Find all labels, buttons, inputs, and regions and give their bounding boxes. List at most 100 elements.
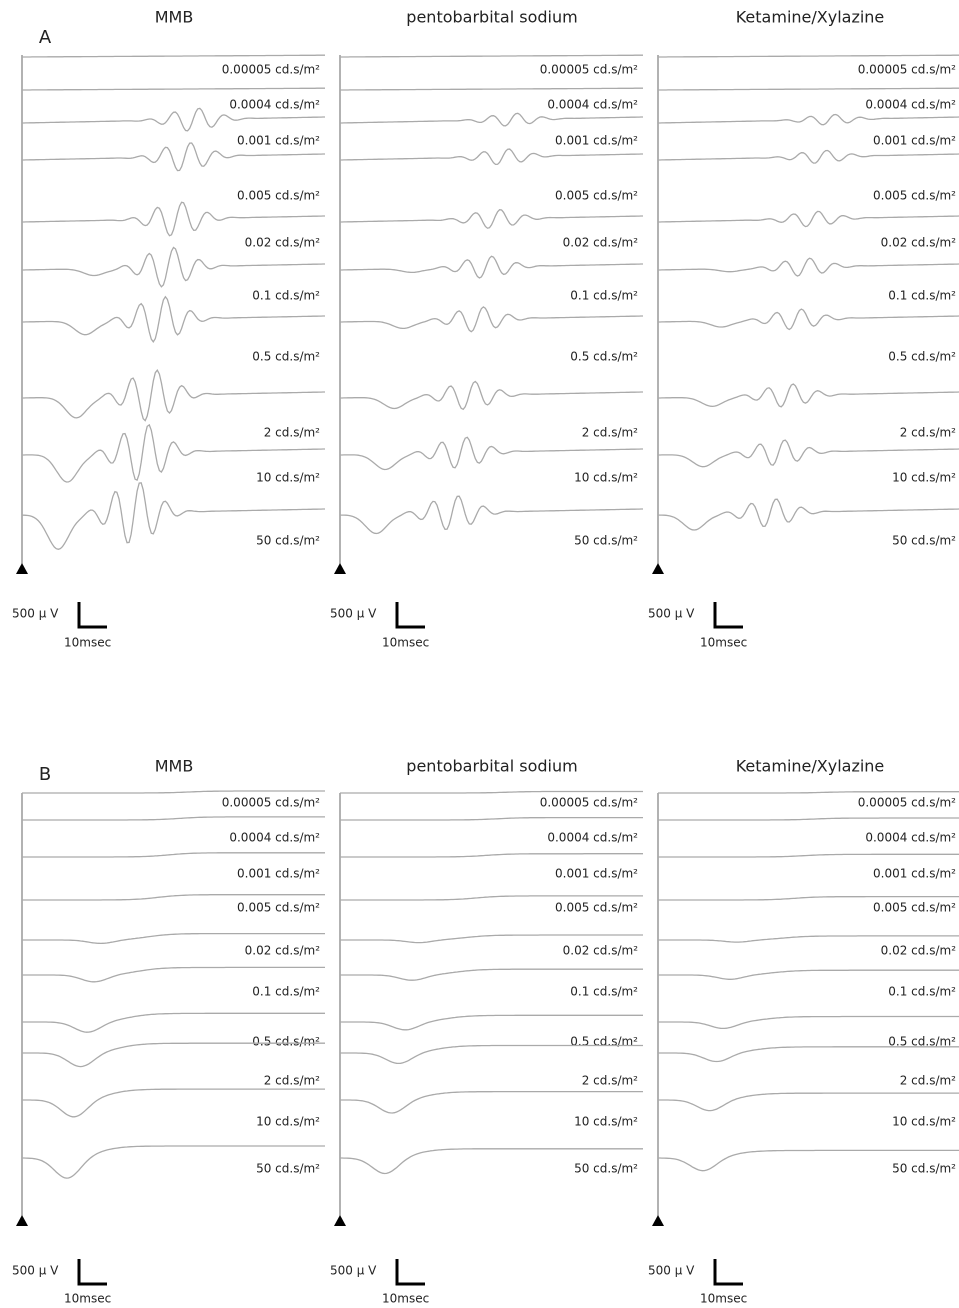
intensity-label: 0.5 cd.s/m²: [888, 350, 956, 364]
column-title: pentobarbital sodium: [406, 757, 577, 776]
erg-trace: [340, 255, 643, 279]
scale-time: 10msec: [382, 636, 429, 650]
erg-trace: [658, 439, 959, 468]
intensity-label: 0.5 cd.s/m²: [888, 1035, 956, 1049]
intensity-label: 0.02 cd.s/m²: [881, 236, 957, 250]
intensity-label: 0.001 cd.s/m²: [555, 867, 638, 881]
intensity-label: 10 cd.s/m²: [574, 1115, 638, 1129]
erg-trace: [22, 932, 325, 945]
intensity-label: 0.0004 cd.s/m²: [229, 98, 320, 112]
erg-trace: [22, 295, 325, 343]
intensity-label: 50 cd.s/m²: [892, 1162, 956, 1176]
intensity-label: 0.00005 cd.s/m²: [222, 796, 320, 810]
intensity-label: 0.0004 cd.s/m²: [229, 831, 320, 845]
intensity-label: 10 cd.s/m²: [256, 1115, 320, 1129]
panel-label: A: [39, 27, 52, 48]
intensity-label: 0.00005 cd.s/m²: [540, 796, 638, 810]
erg-trace: [340, 209, 643, 229]
column-title: Ketamine/Xylazine: [736, 757, 885, 776]
intensity-label: 0.00005 cd.s/m²: [540, 63, 638, 77]
intensity-label: 0.0004 cd.s/m²: [547, 98, 638, 112]
scale-voltage: 500 μ V: [330, 607, 377, 621]
intensity-label: 0.5 cd.s/m²: [570, 1035, 638, 1049]
scale-time: 10msec: [382, 1292, 429, 1306]
intensity-label: 0.5 cd.s/m²: [252, 1035, 320, 1049]
erg-trace: [340, 895, 643, 901]
erg-trace: [22, 107, 325, 132]
erg-trace: [22, 54, 325, 58]
scale-bar: [77, 602, 107, 629]
erg-trace: [340, 87, 643, 91]
intensity-label: 0.001 cd.s/m²: [873, 867, 956, 881]
intensity-label: 2 cd.s/m²: [264, 1074, 320, 1088]
erg-trace: [22, 1088, 325, 1118]
scale-voltage: 500 μ V: [12, 607, 59, 621]
intensity-label: 50 cd.s/m²: [574, 1162, 638, 1176]
erg-trace: [22, 966, 325, 983]
scale-time: 10msec: [700, 1292, 747, 1306]
scale-voltage: 500 μ V: [12, 1264, 59, 1278]
erg-trace: [658, 969, 959, 980]
intensity-label: 0.1 cd.s/m²: [888, 985, 956, 999]
intensity-label: 0.0004 cd.s/m²: [865, 98, 956, 112]
erg-trace: [658, 113, 959, 126]
intensity-label: 50 cd.s/m²: [256, 1162, 320, 1176]
intensity-label: 0.1 cd.s/m²: [570, 985, 638, 999]
intensity-label: 10 cd.s/m²: [256, 471, 320, 485]
erg-trace: [340, 790, 643, 794]
stimulus-marker: [334, 563, 346, 574]
erg-trace: [658, 1015, 959, 1030]
erg-trace: [340, 1090, 643, 1114]
erg-trace: [340, 148, 643, 166]
scale-bar: [713, 602, 743, 629]
intensity-label: 10 cd.s/m²: [892, 471, 956, 485]
intensity-label: 2 cd.s/m²: [582, 426, 638, 440]
erg-trace: [658, 308, 959, 331]
erg-trace: [657, 498, 959, 531]
erg-trace: [340, 306, 643, 333]
intensity-label: 0.1 cd.s/m²: [252, 289, 320, 303]
intensity-label: 0.5 cd.s/m²: [570, 350, 638, 364]
intensity-label: 0.0004 cd.s/m²: [865, 831, 956, 845]
intensity-label: 50 cd.s/m²: [574, 534, 638, 548]
erg-trace: [658, 149, 959, 164]
erg-trace: [22, 142, 325, 172]
erg-trace: [340, 54, 643, 58]
panel-label: B: [39, 764, 51, 785]
erg-trace: [340, 816, 643, 821]
erg-trace: [658, 935, 959, 943]
erg-trace: [658, 895, 959, 901]
erg-trace: [340, 380, 643, 411]
intensity-label: 0.005 cd.s/m²: [873, 901, 956, 915]
intensity-label: 2 cd.s/m²: [900, 426, 956, 440]
stimulus-marker: [652, 563, 664, 574]
scale-bar: [77, 1259, 107, 1286]
erg-trace: [340, 1014, 643, 1031]
intensity-label: 0.1 cd.s/m²: [252, 985, 320, 999]
intensity-label: 0.00005 cd.s/m²: [858, 63, 956, 77]
intensity-label: 2 cd.s/m²: [264, 426, 320, 440]
erg-trace: [340, 1044, 643, 1065]
erg-trace: [658, 1092, 959, 1112]
erg-trace: [22, 87, 325, 91]
erg-trace: [22, 894, 325, 901]
intensity-label: 50 cd.s/m²: [892, 534, 956, 548]
intensity-label: 0.005 cd.s/m²: [555, 189, 638, 203]
intensity-label: 10 cd.s/m²: [892, 1115, 956, 1129]
intensity-label: 0.005 cd.s/m²: [555, 901, 638, 915]
scale-bar: [713, 1259, 743, 1286]
erg-trace: [658, 383, 959, 408]
intensity-label: 0.00005 cd.s/m²: [858, 796, 956, 810]
erg-trace: [22, 852, 325, 858]
scale-time: 10msec: [64, 636, 111, 650]
intensity-label: 2 cd.s/m²: [582, 1074, 638, 1088]
erg-trace: [340, 112, 643, 127]
scale-voltage: 500 μ V: [648, 607, 695, 621]
erg-trace: [340, 495, 643, 535]
erg-trace: [658, 817, 959, 821]
scale-time: 10msec: [700, 636, 747, 650]
stimulus-marker: [652, 1215, 664, 1226]
erg-trace: [340, 436, 643, 471]
intensity-label: 0.001 cd.s/m²: [873, 134, 956, 148]
